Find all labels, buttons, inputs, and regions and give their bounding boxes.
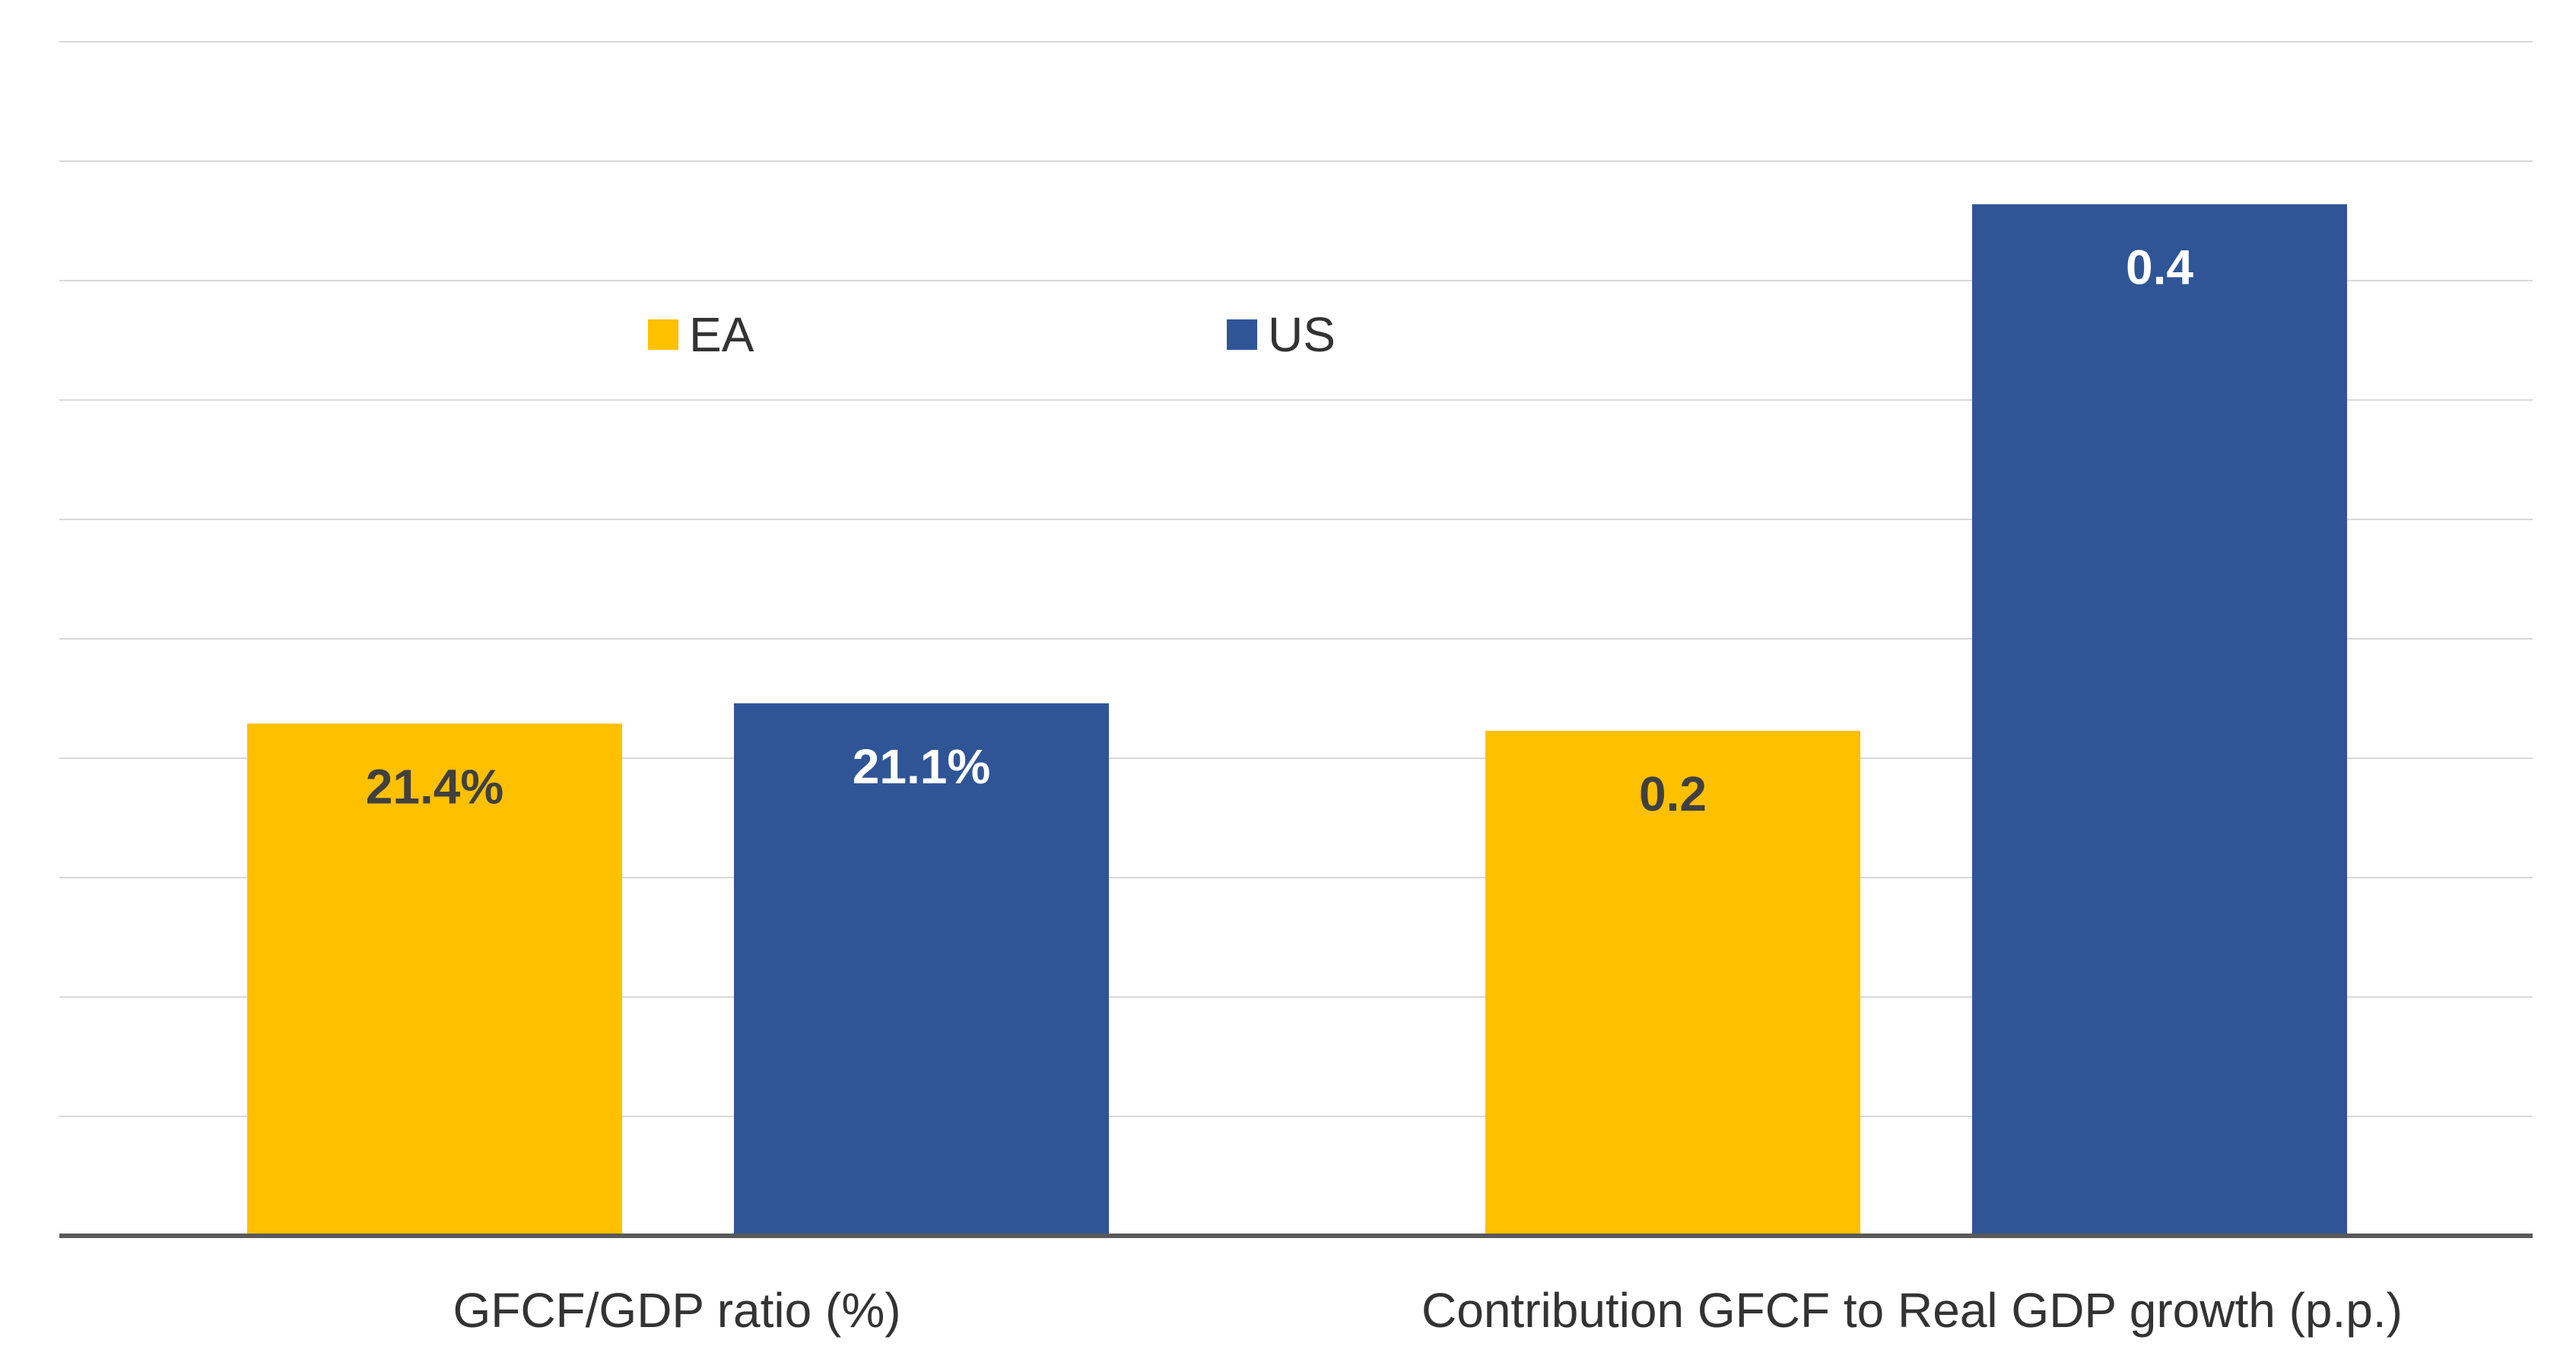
bar-ea-1 bbox=[247, 723, 622, 1236]
data-label-ea-1: 21.4% bbox=[366, 759, 503, 814]
data-label-us-2: 0.4 bbox=[2126, 240, 2193, 295]
data-labels: 21.4% 0.2 21.1% 0.4 bbox=[366, 240, 2194, 821]
legend-item-us: US bbox=[1227, 304, 1336, 365]
bar-us-2 bbox=[1972, 204, 2347, 1236]
bars bbox=[247, 204, 2347, 1236]
legend-item-ea: EA bbox=[648, 304, 754, 365]
bar-ea-2 bbox=[1485, 730, 1860, 1236]
data-label-ea-2: 0.2 bbox=[1639, 767, 1707, 821]
legend-swatch-us bbox=[1227, 319, 1257, 350]
legend-label-us: US bbox=[1268, 307, 1336, 362]
category-labels: GFCF/GDP ratio (%) Contribution GFCF to R… bbox=[453, 1283, 2403, 1338]
legend-swatch-ea bbox=[648, 319, 678, 350]
legend-label-ea: EA bbox=[689, 307, 754, 362]
bar-us-1 bbox=[734, 703, 1109, 1236]
category-label-2: Contribution GFCF to Real GDP growth (p.… bbox=[1421, 1283, 2403, 1338]
data-label-us-1: 21.1% bbox=[853, 739, 990, 794]
category-label-1: GFCF/GDP ratio (%) bbox=[453, 1283, 900, 1338]
